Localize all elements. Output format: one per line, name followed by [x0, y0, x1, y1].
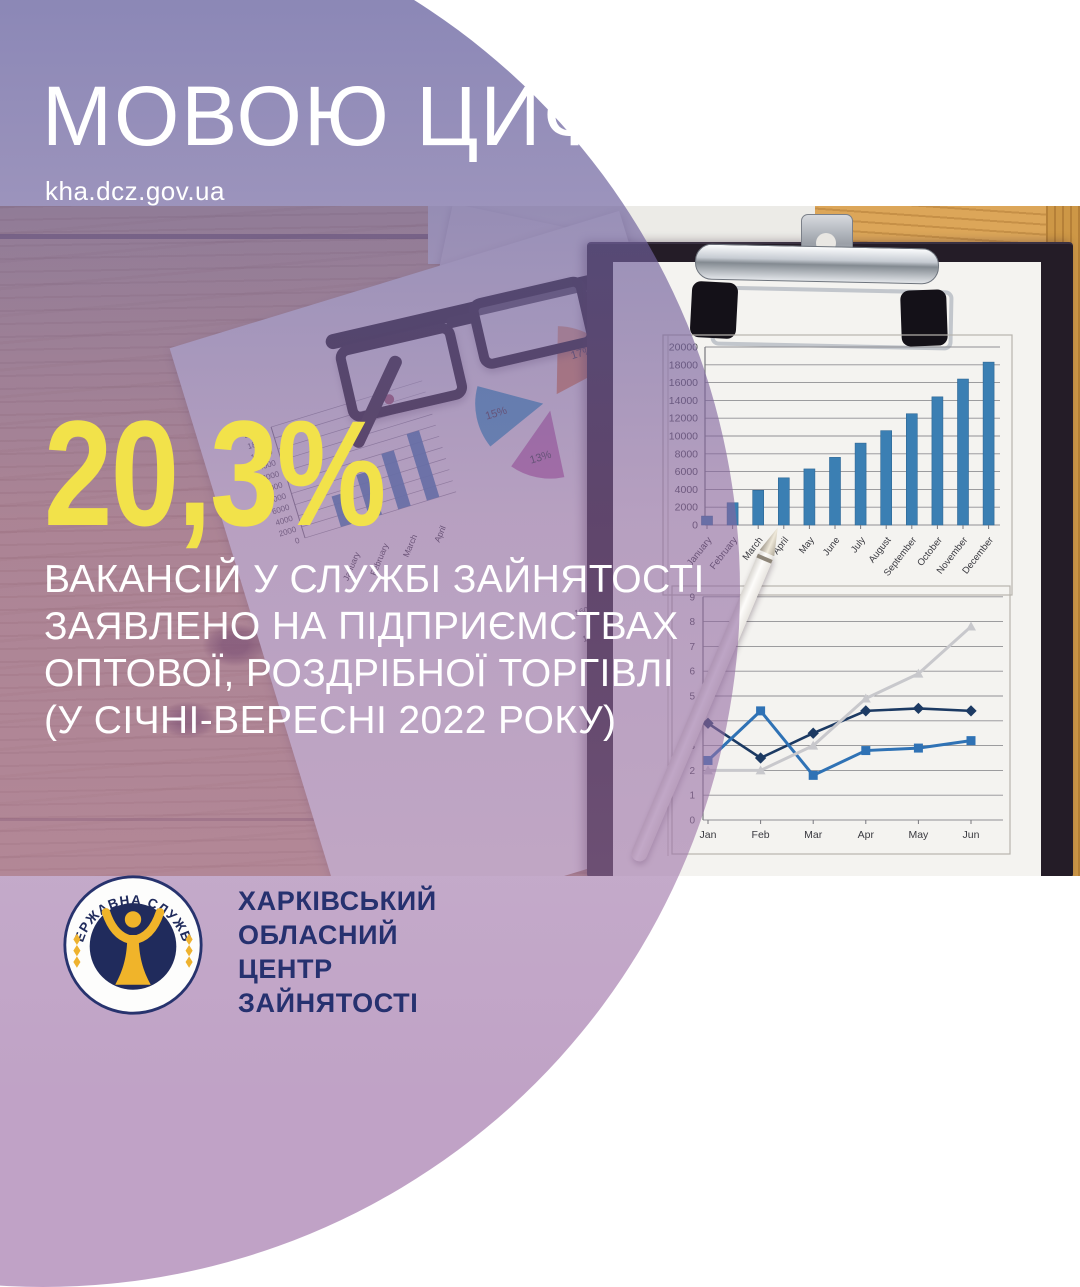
- statistic-line: ЗАЯВЛЕНО НА ПІДПРИЄМСТВАХ: [44, 605, 679, 648]
- svg-text:Jan: Jan: [700, 829, 717, 841]
- svg-text:February: February: [708, 535, 740, 572]
- clipboard-bar-chart: 2000018000160001400012000100008000600040…: [662, 334, 1013, 856]
- svg-text:18000: 18000: [669, 359, 698, 371]
- svg-text:10000: 10000: [669, 431, 698, 443]
- svg-text:0: 0: [692, 520, 698, 532]
- organization-line: ЗАЙНЯТОСТІ: [238, 988, 419, 1018]
- svg-text:12000: 12000: [669, 413, 698, 425]
- svg-text:1: 1: [689, 791, 695, 802]
- statistic-description: ВАКАНСІЙ У СЛУЖБІ ЗАЙНЯТОСТІ ЗАЯВЛЕНО НА…: [44, 556, 705, 744]
- svg-text:Mar: Mar: [804, 829, 823, 841]
- statistic-line: ВАКАНСІЙ У СЛУЖБІ ЗАЙНЯТОСТІ: [44, 558, 705, 601]
- pen-band: [756, 553, 773, 564]
- logo-person-figure: [101, 908, 165, 985]
- statistic-value: 20,3%: [44, 389, 386, 557]
- statistic-line: (У СІЧНІ-ВЕРЕСНІ 2022 РОКУ): [44, 699, 617, 742]
- svg-text:14000: 14000: [669, 395, 698, 407]
- logo-wheat-right: [185, 933, 193, 968]
- organization-line: ОБЛАСНИЙ: [238, 920, 399, 950]
- svg-text:4000: 4000: [675, 484, 699, 496]
- organization-line: ЦЕНТР: [238, 954, 333, 984]
- svg-text:6000: 6000: [675, 466, 699, 478]
- svg-text:20000: 20000: [669, 342, 698, 354]
- svg-text:June: June: [821, 535, 842, 558]
- svg-text:16000: 16000: [669, 377, 698, 389]
- svg-text:2: 2: [689, 766, 695, 777]
- site-url: kha.dcz.gov.ua: [45, 176, 225, 206]
- page-title: МОВОЮ ЦИФР: [42, 69, 667, 163]
- organization-line: ХАРКІВСЬКИЙ: [238, 886, 437, 916]
- svg-text:Jun: Jun: [963, 829, 980, 841]
- svg-text:0: 0: [689, 816, 695, 827]
- svg-text:Apr: Apr: [858, 829, 875, 841]
- svg-text:May: May: [797, 535, 817, 556]
- organization-name: ХАРКІВСЬКИЙ ОБЛАСНИЙ ЦЕНТР ЗАЙНЯТОСТІ: [238, 884, 437, 1020]
- svg-text:8000: 8000: [675, 448, 699, 460]
- svg-text:July: July: [849, 535, 868, 555]
- svg-text:2000: 2000: [675, 502, 699, 514]
- employment-service-logo: ДЕРЖАВНА СЛУЖБА ЗАЙНЯТОСТІ: [62, 874, 203, 1015]
- clipboard-line-chart: 0123456789JanFebMarAprMayJun: [671, 585, 1011, 855]
- svg-text:Feb: Feb: [752, 829, 770, 841]
- logo-wheat-left: [73, 933, 81, 968]
- svg-text:May: May: [908, 829, 929, 841]
- statistic-line: ОПТОВОЇ, РОЗДРІБНОЇ ТОРГІВЛІ: [44, 652, 674, 695]
